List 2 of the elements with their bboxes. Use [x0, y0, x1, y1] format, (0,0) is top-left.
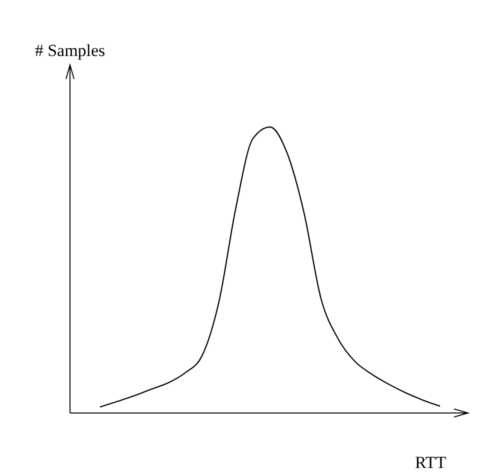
y-axis-title: # Samples	[34, 41, 106, 60]
x-axis-title: RTT	[415, 453, 447, 472]
